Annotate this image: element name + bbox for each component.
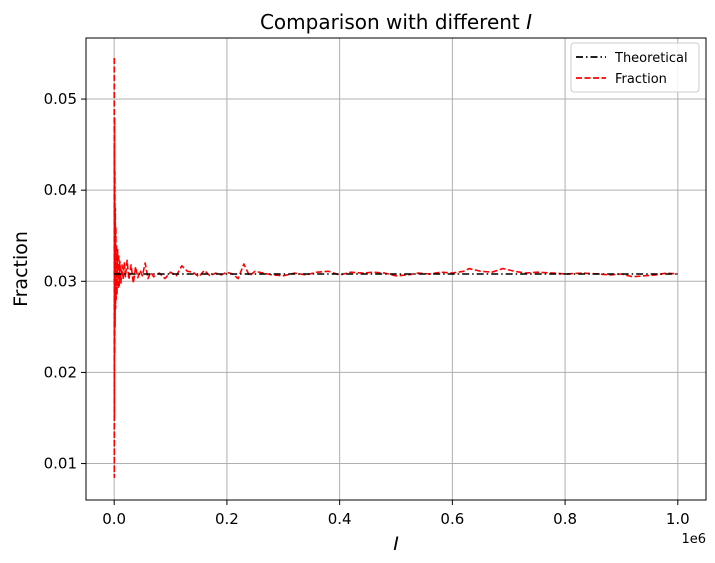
legend-label-fraction: Fraction: [615, 72, 667, 87]
x-tick-label: 0.0: [102, 510, 126, 528]
x-tick-label: 0.6: [440, 510, 464, 528]
plot-frame: [85, 37, 707, 501]
chart-title-text: Comparison with different: [260, 10, 520, 34]
plot-area: [86, 38, 706, 500]
chart-title: Comparison with different I: [260, 10, 532, 34]
x-tick-label: 0.2: [215, 510, 239, 528]
y-axis-label: Fraction: [10, 231, 32, 307]
y-tick-label: 0.01: [44, 455, 77, 473]
x-axis-label: I: [393, 533, 399, 555]
y-tick-label: 0.05: [44, 90, 77, 108]
y-axis: 0.01 0.02 0.03 0.04 0.05: [44, 90, 86, 473]
x-tick-label: 0.8: [553, 510, 577, 528]
x-axis-offset-label: 1e6: [681, 532, 706, 547]
grid: [86, 38, 706, 500]
y-tick-label: 0.03: [44, 272, 77, 290]
legend-box: [570, 42, 700, 93]
series-layer: [113, 58, 678, 479]
chart-title-symbol: I: [526, 10, 532, 34]
x-tick-label: 0.4: [328, 510, 352, 528]
y-tick-label: 0.04: [44, 181, 77, 199]
legend: Theoretical Fraction: [570, 42, 700, 93]
legend-label-theoretical: Theoretical: [614, 51, 688, 66]
y-tick-label: 0.02: [44, 363, 77, 381]
x-axis: 0.0 0.2 0.4 0.6 0.8 1.0: [102, 500, 690, 528]
series-line-fraction: [113, 58, 678, 479]
x-tick-label: 1.0: [666, 510, 690, 528]
